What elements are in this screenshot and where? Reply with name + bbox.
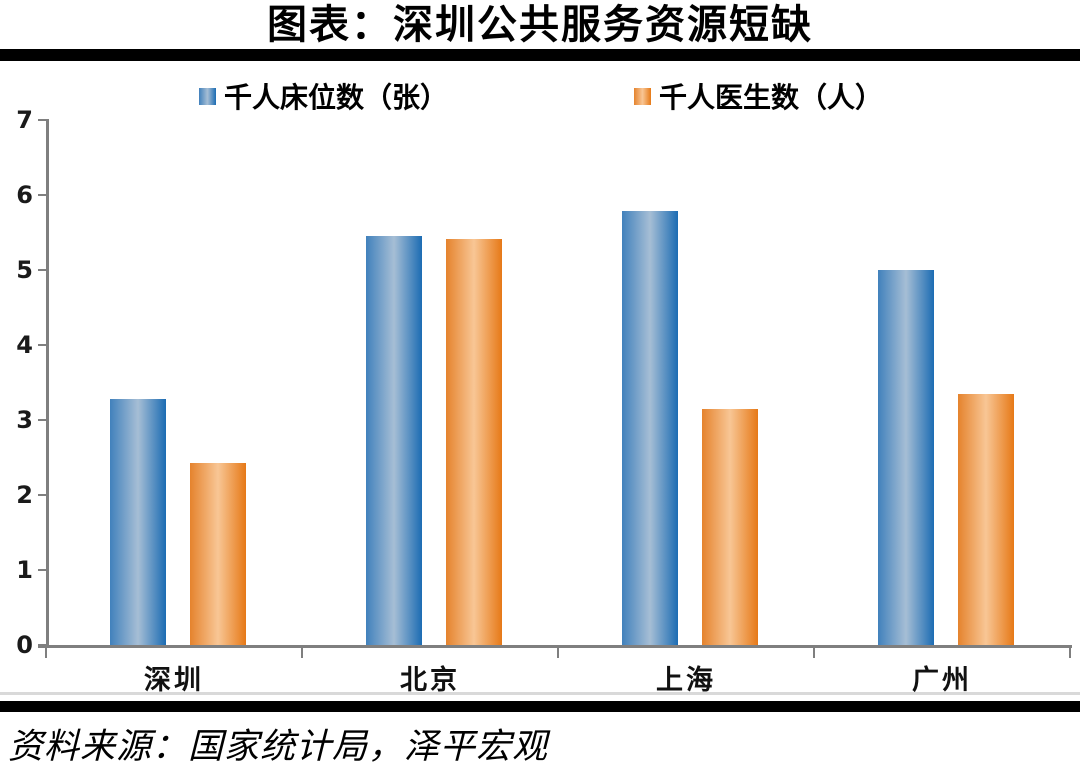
x-axis-line [38,645,1072,648]
y-axis-tick [38,644,47,646]
legend-label-beds: 千人床位数（张） [224,83,449,114]
x-axis-category-label: 上海 [656,665,716,695]
bar-深圳-blue [110,399,166,645]
y-axis-tick-label: 7 [16,106,33,134]
y-axis-tick [38,194,47,196]
y-axis-tick-label: 1 [16,556,33,584]
y-axis-tick-label: 4 [16,331,33,359]
legend: 千人床位数（张） 千人医生数（人） [0,80,1080,114]
x-axis-category-label: 北京 [400,665,460,695]
y-axis-tick-label: 0 [16,631,33,659]
source-note: 资料来源：国家统计局，泽平宏观 [8,727,549,766]
x-axis-tick [45,648,47,658]
x-axis-category-label: 深圳 [144,665,204,695]
y-axis-tick [38,119,47,121]
y-axis-tick [38,344,47,346]
y-axis-tick-label: 5 [16,256,33,284]
bottom-divider-rule [0,701,1080,712]
y-axis-tick [38,569,47,571]
bar-广州-orange [958,394,1014,645]
legend-swatch-orange-icon [634,87,651,105]
y-axis-tick [38,494,47,496]
legend-item-doctors: 千人医生数（人） [634,80,883,114]
bar-北京-orange [446,239,502,645]
bar-广州-blue [878,270,934,645]
top-divider-rule [0,49,1080,61]
legend-swatch-blue-icon [199,87,216,105]
bar-上海-orange [702,409,758,645]
x-axis-tick [557,648,559,658]
y-axis-tick [38,269,47,271]
y-axis-tick-label: 6 [16,181,33,209]
legend-item-beds: 千人床位数（张） [199,80,448,114]
legend-label-doctors: 千人医生数（人） [659,83,884,114]
bar-上海-blue [622,211,678,645]
x-axis-category-label: 广州 [912,665,972,695]
chart-title: 图表：深圳公共服务资源短缺 [267,2,813,47]
y-axis-tick [38,419,47,421]
x-axis-tick [301,648,303,658]
y-axis-tick-label: 3 [16,406,33,434]
y-axis-tick-label: 2 [16,481,33,509]
x-axis-tick [1069,648,1071,658]
bar-北京-blue [366,236,422,645]
thin-divider-rule [0,692,1080,695]
bar-chart-plot-area: 0 1 2 3 4 5 6 7 深圳 北京 上海 广州 [16,106,1072,695]
y-axis-line [46,119,49,648]
bar-深圳-orange [190,463,246,645]
x-axis-tick [813,648,815,658]
